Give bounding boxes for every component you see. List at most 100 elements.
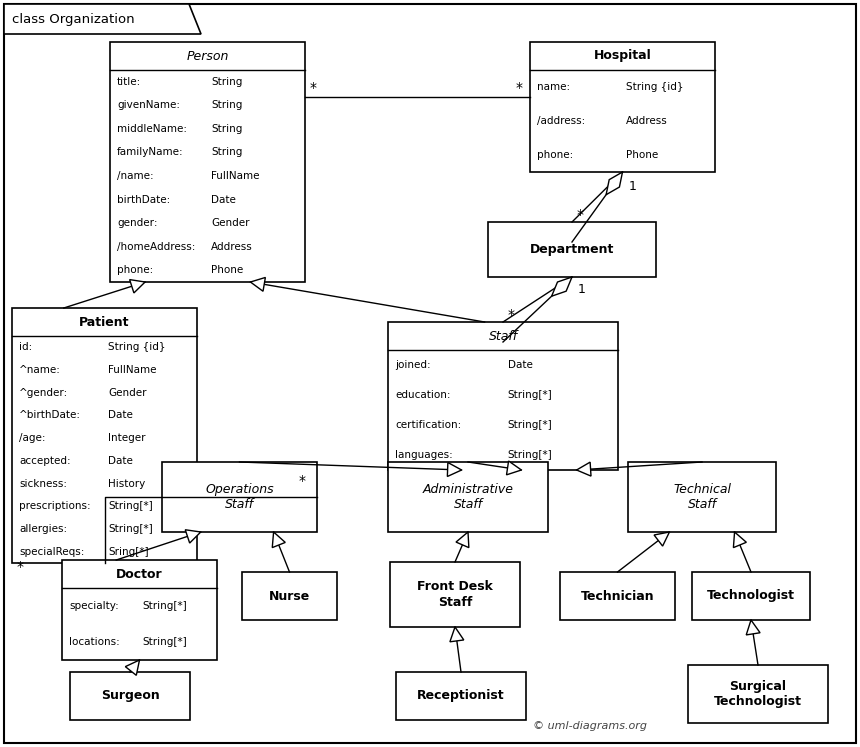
Text: Technologist: Technologist	[707, 589, 795, 603]
Bar	[628, 462, 776, 532]
Text: Receptionist: Receptionist	[417, 689, 505, 702]
Text: Gender: Gender	[108, 388, 147, 397]
Bar	[692, 572, 810, 620]
Text: String: String	[212, 147, 243, 158]
Text: String[*]: String[*]	[108, 524, 153, 534]
Text: Nurse: Nurse	[269, 589, 310, 603]
Polygon shape	[185, 530, 200, 543]
Text: String: String	[212, 124, 243, 134]
Text: Hospital: Hospital	[593, 49, 651, 63]
Text: Surgical
Technologist: Surgical Technologist	[714, 680, 802, 708]
Text: gender:: gender:	[117, 218, 157, 228]
Text: Integer: Integer	[108, 433, 145, 443]
Text: String: String	[212, 100, 243, 111]
Text: languages:: languages:	[395, 450, 452, 460]
Text: *: *	[508, 308, 515, 322]
Text: Technical
Staff: Technical Staff	[673, 483, 731, 511]
Text: *: *	[516, 81, 523, 95]
Text: Patient: Patient	[79, 315, 130, 329]
Polygon shape	[447, 462, 462, 477]
Text: Phone: Phone	[626, 150, 659, 160]
Polygon shape	[250, 277, 266, 291]
Text: phone:: phone:	[537, 150, 574, 160]
Text: name:: name:	[537, 82, 570, 92]
Text: Doctor: Doctor	[116, 568, 163, 580]
Bar	[688, 665, 828, 723]
Text: Phone: Phone	[212, 265, 243, 275]
Text: *: *	[17, 560, 24, 574]
Text: FullName: FullName	[108, 365, 157, 375]
Text: String: String	[212, 77, 243, 87]
Text: title:: title:	[117, 77, 141, 87]
Text: History: History	[108, 479, 145, 489]
Text: Gender: Gender	[212, 218, 250, 228]
Text: ^birthDate:: ^birthDate:	[19, 410, 81, 421]
Text: String[*]: String[*]	[507, 390, 552, 400]
Text: String {id}: String {id}	[626, 82, 684, 92]
Text: sickness:: sickness:	[19, 479, 67, 489]
Text: familyName:: familyName:	[117, 147, 184, 158]
Text: Date: Date	[108, 410, 133, 421]
Text: Date: Date	[507, 360, 532, 370]
Polygon shape	[746, 620, 760, 635]
Text: Department: Department	[530, 243, 614, 256]
Polygon shape	[551, 277, 572, 297]
Text: String[*]: String[*]	[143, 637, 187, 647]
Text: specialty:: specialty:	[69, 601, 119, 611]
Text: locations:: locations:	[69, 637, 120, 647]
Text: String[*]: String[*]	[108, 501, 153, 511]
Text: Administrative
Staff: Administrative Staff	[422, 483, 513, 511]
Text: specialReqs:: specialReqs:	[19, 547, 84, 557]
Bar	[396, 672, 526, 720]
Text: middleName:: middleName:	[117, 124, 187, 134]
Polygon shape	[576, 462, 591, 476]
Text: 1: 1	[629, 180, 636, 193]
Bar	[12, 308, 197, 563]
Text: education:: education:	[395, 390, 451, 400]
Text: *: *	[577, 208, 584, 222]
Polygon shape	[654, 532, 669, 546]
Text: allergies:: allergies:	[19, 524, 67, 534]
Text: Person: Person	[187, 49, 229, 63]
Text: *: *	[299, 474, 306, 488]
Text: Date: Date	[108, 456, 133, 466]
Text: Date: Date	[212, 194, 237, 205]
Text: accepted:: accepted:	[19, 456, 71, 466]
Polygon shape	[273, 532, 286, 548]
Text: id:: id:	[19, 342, 33, 353]
Text: Address: Address	[212, 242, 253, 252]
Text: birthDate:: birthDate:	[117, 194, 170, 205]
Bar	[62, 560, 217, 660]
Text: prescriptions:: prescriptions:	[19, 501, 90, 511]
Text: Address: Address	[626, 116, 668, 126]
Text: Front Desk
Staff: Front Desk Staff	[417, 580, 493, 609]
Text: joined:: joined:	[395, 360, 431, 370]
Polygon shape	[4, 4, 201, 34]
Bar	[110, 42, 305, 282]
Text: phone:: phone:	[117, 265, 153, 275]
Text: String[*]: String[*]	[507, 420, 552, 430]
Text: *: *	[310, 81, 317, 95]
Text: givenName:: givenName:	[117, 100, 180, 111]
Text: Staff: Staff	[488, 329, 518, 343]
Text: class Organization: class Organization	[12, 13, 135, 25]
Polygon shape	[126, 660, 139, 675]
Text: © uml-diagrams.org: © uml-diagrams.org	[533, 721, 648, 731]
Bar	[488, 222, 656, 277]
Polygon shape	[456, 532, 469, 548]
Text: 1: 1	[578, 283, 586, 296]
Text: /name:: /name:	[117, 171, 154, 181]
Text: FullName: FullName	[212, 171, 260, 181]
Polygon shape	[606, 172, 623, 195]
Text: Surgeon: Surgeon	[101, 689, 159, 702]
Text: Sring[*]: Sring[*]	[108, 547, 149, 557]
Text: ^name:: ^name:	[19, 365, 61, 375]
Text: String {id}: String {id}	[108, 342, 166, 353]
Polygon shape	[450, 627, 464, 642]
Text: certification:: certification:	[395, 420, 461, 430]
Polygon shape	[507, 461, 521, 475]
Text: String[*]: String[*]	[143, 601, 187, 611]
Bar	[162, 462, 317, 532]
Bar	[530, 42, 715, 172]
Text: /age:: /age:	[19, 433, 46, 443]
